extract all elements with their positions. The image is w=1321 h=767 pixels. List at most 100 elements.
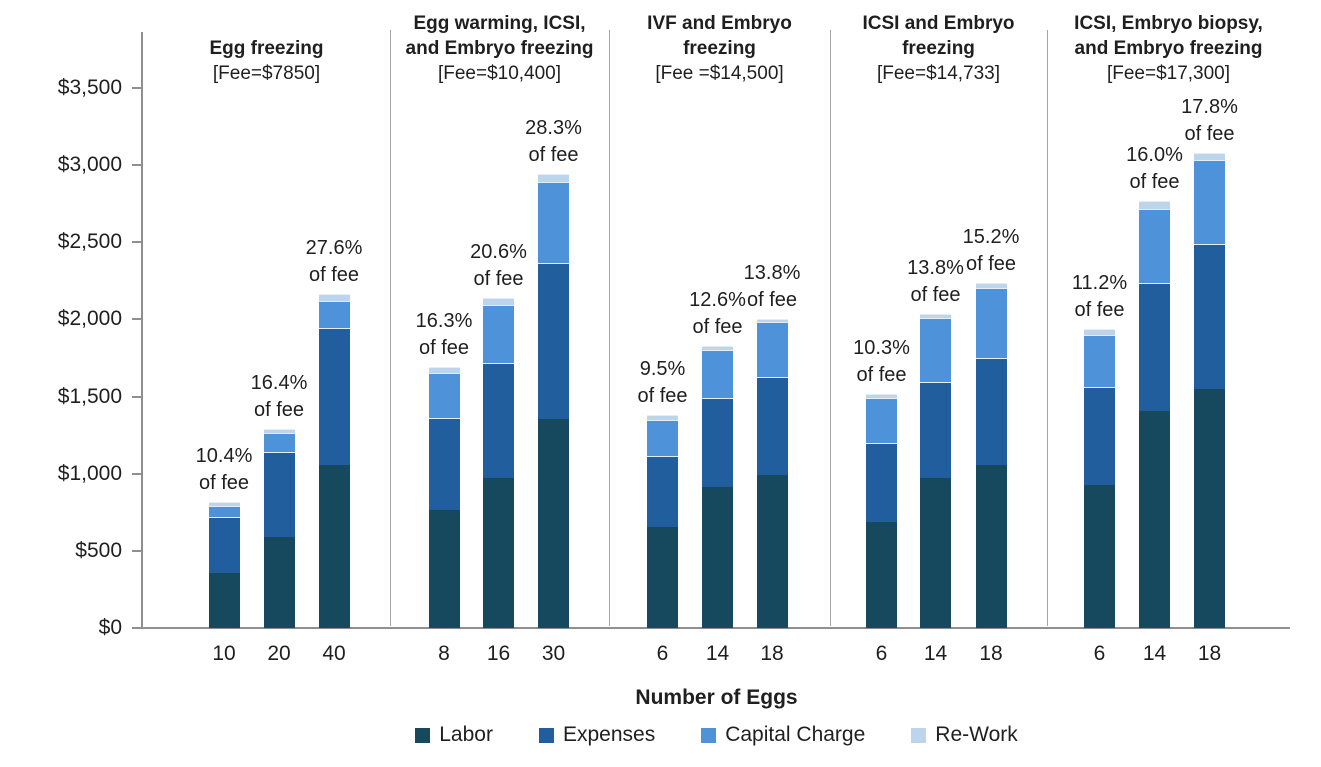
- bar-pct-label: 12.6% of fee: [648, 287, 788, 341]
- bar-segment-re-work: [483, 297, 514, 306]
- bar-segment-expenses: [920, 382, 951, 479]
- x-tick-label-eggs: 6: [1093, 642, 1106, 665]
- x-tick-label-eggs: 18: [979, 642, 1003, 665]
- stacked-bar: [208, 502, 240, 628]
- legend-swatch-icon: [538, 727, 554, 743]
- pct-value: 17.8%: [1181, 95, 1238, 118]
- x-axis-line: [141, 627, 1290, 629]
- bar-segment-expenses: [647, 455, 678, 528]
- bar-pct-label: 17.8% of fee: [1140, 94, 1280, 148]
- y-axis-line: [141, 32, 143, 628]
- bar-pct-label: 10.4% of fee: [154, 443, 294, 497]
- panel-title-line: ICSI, Embryo biopsy,: [1074, 13, 1263, 34]
- legend-swatch-icon: [701, 727, 717, 743]
- bar-segment-capital-charge: [483, 305, 514, 364]
- bar-pct-label: 13.8% of fee: [866, 255, 1006, 309]
- bar-segment-capital-charge: [318, 301, 350, 329]
- panel-title-line: freezing: [683, 38, 756, 59]
- bar-pct-label: 16.0% of fee: [1085, 142, 1225, 196]
- bar-pct-label: 13.8% of fee: [702, 260, 842, 314]
- bar-segment-capital-charge: [428, 373, 460, 419]
- pct-of-fee: of fee: [746, 289, 798, 312]
- bar-segment-capital-charge: [975, 288, 1007, 359]
- bar-segment-expenses: [263, 452, 295, 537]
- bar-segment-expenses: [1194, 244, 1225, 390]
- bar-segment-labor: [866, 522, 897, 628]
- pct-of-fee: of fee: [1129, 170, 1180, 193]
- bar-segment-capital-charge: [208, 505, 240, 518]
- bar-segment-expenses: [318, 328, 350, 466]
- pct-of-fee: of fee: [637, 385, 688, 408]
- panel-title: Egg freezing [Fee=$7850]: [143, 4, 390, 86]
- bar-pct-label: 11.2% of fee: [1030, 270, 1170, 324]
- panel-title-line: Egg freezing: [209, 38, 324, 59]
- x-tick-label-eggs: 18: [760, 642, 784, 665]
- y-axis-tick: [132, 549, 141, 552]
- bar-segment-capital-charge: [756, 322, 788, 377]
- x-tick-label-eggs: 10: [212, 642, 236, 665]
- y-axis-tick: [132, 472, 141, 475]
- chart-legend: Labor Expenses Capital Charge Re-Work: [143, 723, 1290, 747]
- bar-segment-re-work: [1139, 200, 1170, 210]
- bar-segment-labor: [920, 478, 951, 628]
- pct-value: 20.6%: [470, 240, 527, 263]
- bar-segment-labor: [428, 509, 460, 628]
- bar-pct-label: 20.6% of fee: [429, 239, 569, 293]
- legend-label: Capital Charge: [725, 723, 866, 746]
- stacked-bar: [866, 393, 897, 628]
- stacked-bar: [975, 282, 1007, 628]
- bar-pct-label: 9.5% of fee: [593, 356, 733, 410]
- pct-value: 16.0%: [1126, 143, 1183, 166]
- legend-label: Expenses: [562, 723, 656, 746]
- legend-item-labor: Labor: [415, 723, 493, 747]
- bar-segment-re-work: [318, 293, 350, 302]
- legend-item-capital-charge: Capital Charge: [701, 723, 865, 747]
- legend-item-re-work: Re-Work: [911, 723, 1018, 747]
- bar-segment-capital-charge: [263, 433, 295, 453]
- panel-fee-label: [Fee=$14,733]: [876, 63, 1001, 84]
- y-axis-tick: [132, 395, 141, 398]
- panel-divider: [609, 30, 610, 626]
- panel-title: IVF and Embryo freezing [Fee =$14,500]: [609, 4, 830, 86]
- bar-segment-re-work: [1084, 329, 1115, 336]
- stacked-bar: [538, 173, 569, 628]
- y-axis-tick: [132, 164, 141, 167]
- pct-value: 12.6%: [689, 289, 746, 312]
- pct-of-fee: of fee: [198, 472, 250, 495]
- bar-segment-re-work: [975, 282, 1007, 289]
- panel-fee-label: [Fee =$14,500]: [655, 63, 784, 84]
- pct-of-fee: of fee: [692, 316, 743, 339]
- pct-value: 9.5%: [639, 358, 686, 381]
- legend-label: Labor: [439, 723, 493, 746]
- pct-value: 28.3%: [525, 116, 582, 139]
- x-tick-label-eggs: 20: [267, 642, 291, 665]
- bar-segment-labor: [1084, 484, 1115, 628]
- x-axis-title: Number of Eggs: [635, 686, 798, 709]
- pct-of-fee: of fee: [910, 284, 961, 307]
- bar-pct-label: 15.2% of fee: [921, 224, 1061, 278]
- bar-segment-labor: [647, 527, 678, 628]
- bar-segment-labor: [1194, 389, 1225, 628]
- bar-segment-expenses: [208, 517, 240, 574]
- y-tick-label: $500: [75, 538, 122, 562]
- bar-segment-labor: [1139, 411, 1170, 628]
- bar-segment-labor: [318, 465, 350, 628]
- stacked-bar: [1194, 152, 1225, 628]
- bar-segment-re-work: [756, 319, 788, 323]
- y-tick-label: $3,500: [57, 76, 122, 99]
- bar-segment-expenses: [538, 263, 569, 420]
- y-tick-label: $2,500: [57, 230, 122, 254]
- bar-segment-capital-charge: [1194, 160, 1225, 244]
- x-tick-label-eggs: 18: [1197, 642, 1222, 665]
- panel-title: ICSI and Embryo freezing [Fee=$14,733]: [830, 4, 1047, 86]
- stacked-bar: [756, 319, 788, 628]
- panel-title-line: and Embryo freezing: [1074, 38, 1263, 59]
- pct-value: 13.8%: [743, 262, 801, 285]
- x-tick-label-eggs: 8: [438, 642, 450, 665]
- bar-segment-re-work: [920, 314, 951, 319]
- y-tick-label: $2,000: [57, 307, 122, 331]
- stacked-bar: [318, 293, 350, 628]
- bar-segment-labor: [756, 475, 788, 628]
- x-tick-label-eggs: 14: [923, 642, 948, 665]
